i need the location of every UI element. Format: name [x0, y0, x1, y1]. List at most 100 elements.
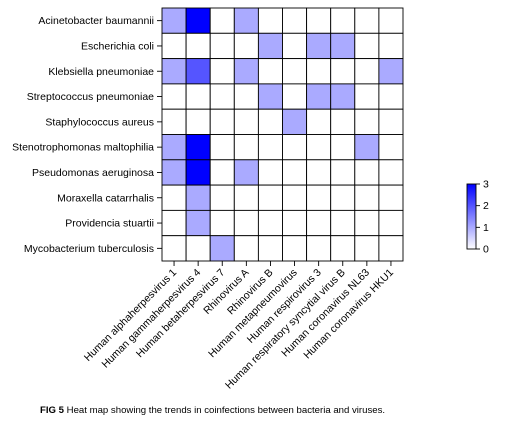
heatmap-cell [354, 235, 380, 262]
heatmap-cell [282, 7, 308, 34]
heatmap-cell [185, 7, 211, 34]
heatmap-cell [282, 32, 308, 60]
heatmap-cell [306, 108, 332, 135]
heatmap-cell [209, 58, 235, 85]
heatmap-cell [282, 83, 308, 110]
heatmap-cell [306, 7, 332, 34]
heatmap-cell [330, 209, 356, 237]
heatmap-cell [306, 184, 332, 211]
column-label: Human gammaherpesvirus 4 [99, 267, 203, 371]
heatmap-cell [306, 58, 332, 85]
heatmap-cell [378, 58, 404, 85]
heatmap-cell [330, 7, 356, 34]
color-scale-tick-label: 0 [483, 244, 489, 256]
heatmap-cell [233, 108, 259, 135]
heatmap-cell [282, 209, 308, 237]
heatmap-cell [330, 184, 356, 211]
heatmap-cell [185, 108, 211, 135]
heatmap-cell [209, 7, 235, 34]
heatmap-cell [354, 159, 380, 186]
heatmap-cell [378, 7, 404, 34]
heatmap-cell [306, 32, 332, 60]
heatmap-cell [257, 235, 283, 262]
heatmap-cell [330, 159, 356, 186]
heatmap-cell [378, 209, 404, 237]
heatmap-cell [282, 108, 308, 135]
heatmap-cell [306, 209, 332, 237]
figure-label: FIG 5 [40, 405, 64, 416]
heatmap-cell [330, 235, 356, 262]
figure-caption-text: Heat map showing the trends in coinfecti… [66, 405, 386, 416]
heatmap-cell [330, 134, 356, 161]
heatmap-cell [233, 32, 259, 60]
row-labels: Acinetobacter baumannii Escherichia coli K… [12, 15, 162, 255]
heatmap-cell [161, 235, 187, 262]
heatmap-cell [378, 83, 404, 110]
heatmap-cell [185, 58, 211, 85]
heatmap-cell [354, 7, 380, 34]
heatmap-cell [282, 134, 308, 161]
heatmap-cell [161, 108, 187, 135]
heatmap-cell [306, 83, 332, 110]
heatmap-cell [209, 108, 235, 135]
heatmap-cell [378, 184, 404, 211]
column-label: Human alphaherpesvirus 1 [82, 267, 179, 364]
heatmap-cell [161, 32, 187, 60]
heatmap-cell [233, 159, 259, 186]
color-scale-tick-label: 2 [483, 200, 489, 212]
heatmap-cell [330, 83, 356, 110]
row-label: Klebsiella pneumoniae [48, 66, 154, 78]
heatmap-cell [161, 134, 187, 161]
heatmap-cell [209, 134, 235, 161]
color-scale-tick-label: 1 [483, 222, 489, 234]
row-label: Pseudomonas aeruginosa [32, 167, 154, 179]
heatmap-cell [161, 58, 187, 85]
heatmap-cell [161, 83, 187, 110]
heatmap-cell [233, 58, 259, 85]
heatmap-cell [257, 209, 283, 237]
heatmap-cell [354, 58, 380, 85]
heatmap-cell [185, 134, 211, 161]
heatmap-cell [378, 159, 404, 186]
heatmap-cell [185, 83, 211, 110]
heatmap-cell [306, 134, 332, 161]
row-label: Streptococcus pneumoniae [27, 91, 154, 103]
heatmap-cell [209, 235, 235, 262]
heatmap-cell [185, 159, 211, 186]
heatmap-cell [354, 184, 380, 211]
row-label: Acinetobacter baumannii [38, 15, 154, 27]
row-label: Providencia stuartii [65, 218, 154, 230]
color-scale-legend: 0 1 2 3 [466, 179, 489, 256]
heatmap-cell [354, 83, 380, 110]
heatmap-cell [257, 184, 283, 211]
heatmap-cell [209, 32, 235, 60]
heatmap-cell [185, 235, 211, 262]
heatmap-cell [257, 32, 283, 60]
heatmap-cell [185, 32, 211, 60]
heatmap-cell [378, 32, 404, 60]
heatmap-cell [330, 108, 356, 135]
heatmap-cell [257, 108, 283, 135]
row-label: Moraxella catarrhalis [57, 192, 154, 204]
heatmap-cell [161, 7, 187, 34]
heatmap-cell [330, 32, 356, 60]
row-label: Staphylococcus aureus [45, 116, 154, 128]
heatmap-cell [306, 159, 332, 186]
heatmap-cells [161, 7, 404, 262]
heatmap-cell [257, 134, 283, 161]
heatmap-cell [233, 184, 259, 211]
heatmap-cell [282, 235, 308, 262]
heatmap-cell [233, 83, 259, 110]
heatmap-cell [161, 184, 187, 211]
row-label: Escherichia coli [81, 40, 154, 52]
heatmap-cell [233, 209, 259, 237]
heatmap-cell [209, 83, 235, 110]
figure-caption: FIG 5 Heat map showing the trends in coi… [40, 405, 520, 416]
heatmap-cell [233, 235, 259, 262]
heatmap-cell [354, 32, 380, 60]
heatmap-cell [185, 184, 211, 211]
heatmap-cell [233, 134, 259, 161]
